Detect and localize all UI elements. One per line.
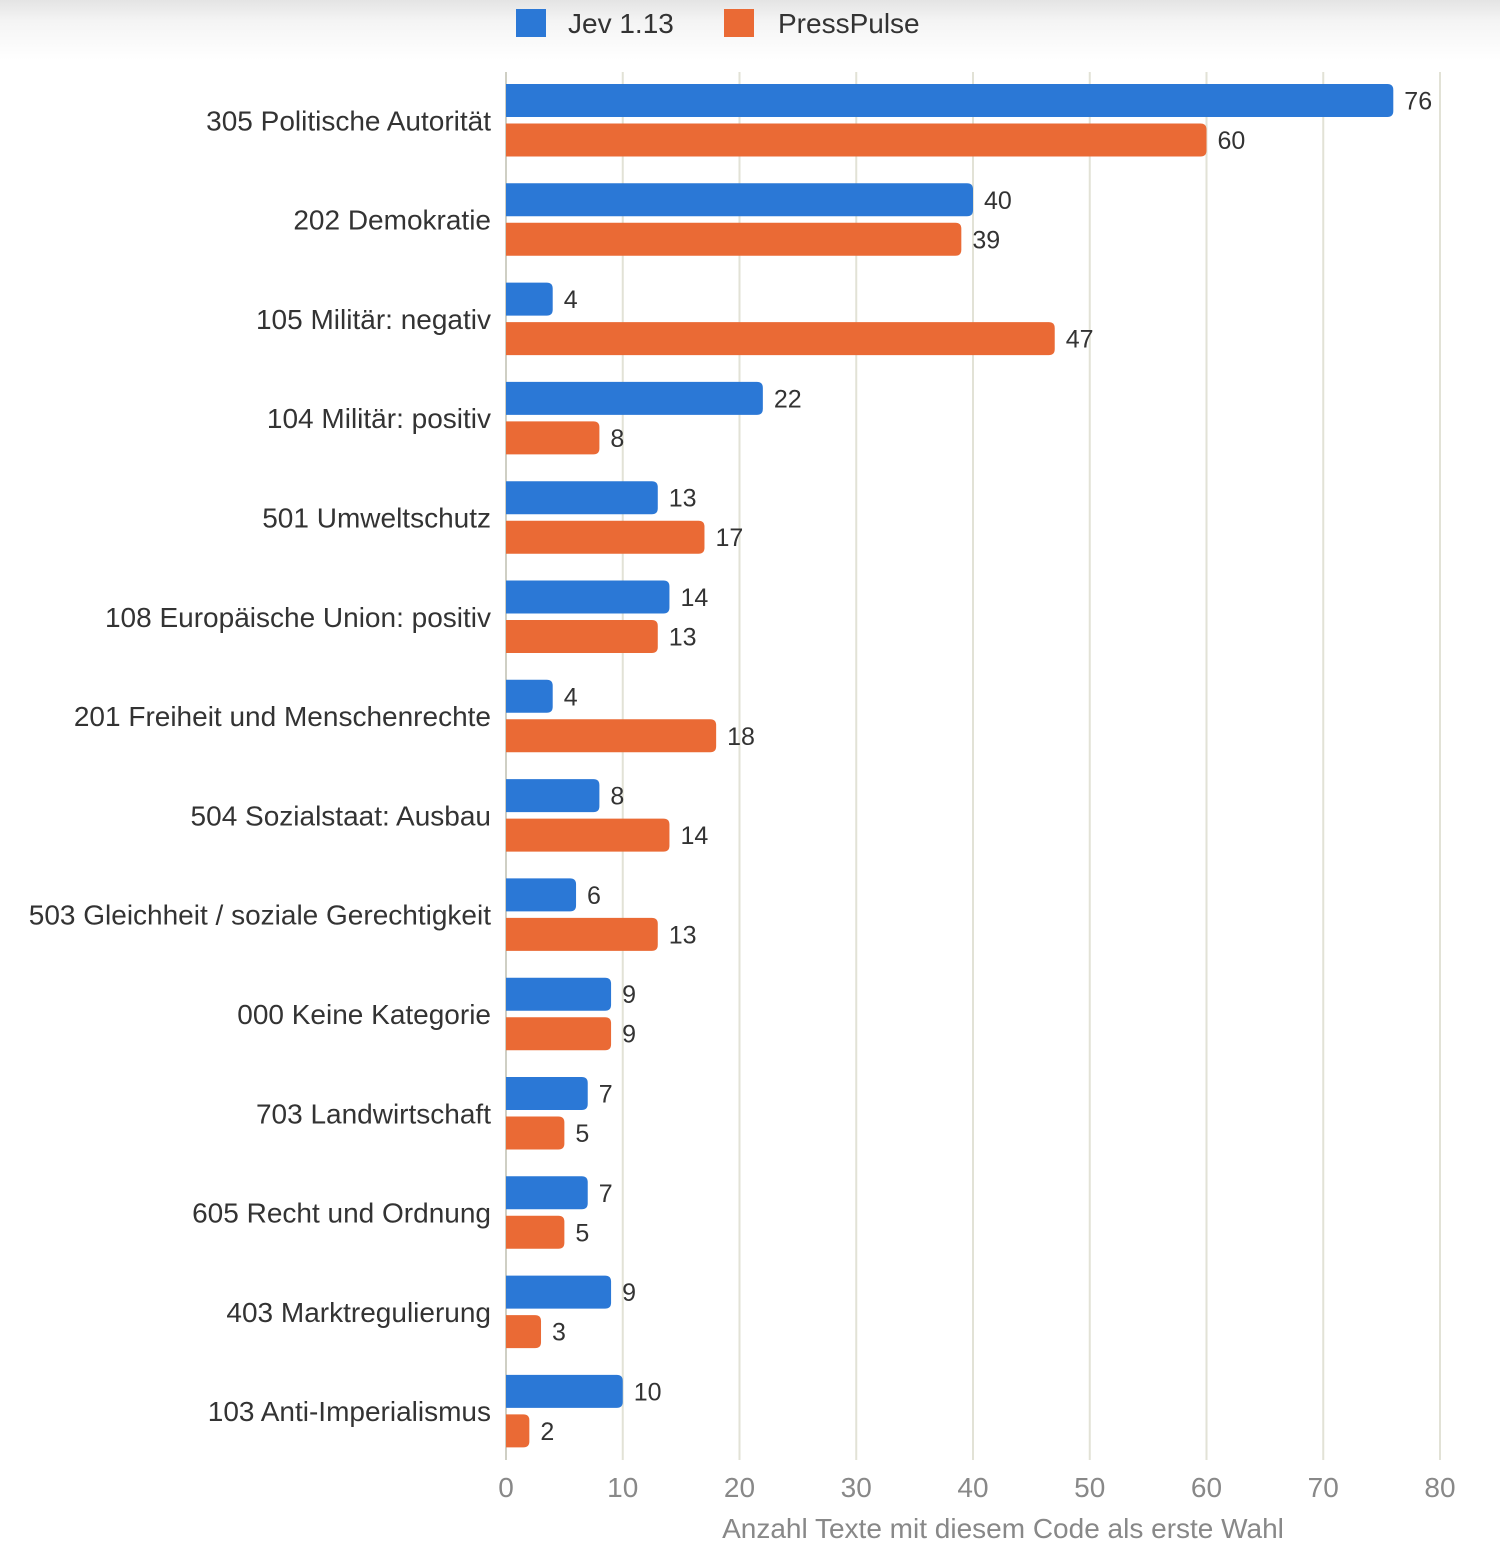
bar-presspulse-5 <box>506 620 658 653</box>
category-label-8: 503 Gleichheit / soziale Gerechtigkeit <box>29 900 491 931</box>
bar-presspulse-4 <box>506 520 705 554</box>
legend-swatch-presspulse <box>724 9 754 37</box>
bars <box>506 84 1394 1448</box>
value-label-presspulse-5: 13 <box>669 624 697 652</box>
value-label-presspulse-13: 2 <box>540 1418 554 1446</box>
bar-jev-8 <box>506 878 577 912</box>
value-label-presspulse-7: 14 <box>680 822 708 850</box>
value-label-jev-9: 9 <box>622 981 636 1009</box>
bar-presspulse-13 <box>506 1414 530 1448</box>
bar-presspulse-1 <box>506 222 962 256</box>
category-label-1: 202 Demokratie <box>293 205 491 236</box>
value-label-presspulse-12: 3 <box>552 1319 566 1347</box>
bar-jev-1 <box>506 183 973 217</box>
legend: Jev 1.13 PressPulse <box>516 8 920 39</box>
bar-jev-11 <box>506 1176 588 1210</box>
value-label-jev-11: 7 <box>599 1180 613 1208</box>
bar-presspulse-3 <box>506 421 600 455</box>
bar-jev-4 <box>506 481 658 515</box>
legend-label-jev: Jev 1.13 <box>568 8 674 39</box>
bar-presspulse-12 <box>506 1315 542 1349</box>
value-label-presspulse-4: 17 <box>715 524 743 552</box>
value-label-jev-2: 4 <box>564 286 578 314</box>
x-tick-label-40: 40 <box>957 1472 988 1503</box>
value-label-jev-7: 8 <box>610 783 624 811</box>
bar-jev-2 <box>506 282 553 316</box>
bar-jev-7 <box>506 779 600 813</box>
value-label-presspulse-3: 8 <box>610 425 624 453</box>
value-label-presspulse-0: 60 <box>1218 127 1246 155</box>
bar-jev-5 <box>506 580 670 614</box>
bar-presspulse-0 <box>506 123 1207 157</box>
value-label-presspulse-9: 9 <box>622 1021 636 1049</box>
category-label-12: 403 Marktregulierung <box>226 1297 491 1328</box>
value-label-jev-12: 9 <box>622 1279 636 1307</box>
value-label-presspulse-8: 13 <box>669 921 697 949</box>
category-label-13: 103 Anti-Imperialismus <box>208 1396 491 1427</box>
value-label-jev-3: 22 <box>774 385 802 413</box>
bar-jev-0 <box>506 84 1394 117</box>
category-label-5: 108 Europäische Union: positiv <box>105 602 491 633</box>
value-label-presspulse-2: 47 <box>1066 326 1094 354</box>
value-label-jev-8: 6 <box>587 882 601 910</box>
x-tick-label-10: 10 <box>607 1472 638 1503</box>
bar-presspulse-2 <box>506 322 1055 356</box>
category-label-2: 105 Militär: negativ <box>256 304 491 335</box>
value-label-presspulse-11: 5 <box>575 1219 589 1247</box>
bar-jev-12 <box>506 1275 612 1309</box>
x-tick-label-60: 60 <box>1191 1472 1222 1503</box>
bar-jev-9 <box>506 977 612 1011</box>
x-tick-label-20: 20 <box>724 1472 755 1503</box>
bar-presspulse-10 <box>506 1116 565 1150</box>
category-label-9: 000 Keine Kategorie <box>237 999 491 1030</box>
value-label-jev-0: 76 <box>1404 88 1432 116</box>
legend-label-presspulse: PressPulse <box>778 8 920 39</box>
labels: 0 10 20 30 40 50 60 70 80 Anzahl Texte mit diesem… <box>29 88 1456 1545</box>
value-label-jev-5: 14 <box>680 584 708 612</box>
category-label-3: 104 Militär: positiv <box>267 403 491 434</box>
bar-presspulse-6 <box>506 719 717 753</box>
category-label-11: 605 Recht und Ordnung <box>192 1198 491 1229</box>
grid-lines <box>505 72 1441 1460</box>
value-label-presspulse-10: 5 <box>575 1120 589 1148</box>
bar-presspulse-11 <box>506 1215 565 1249</box>
x-axis-title: Anzahl Texte mit diesem Code als erste W… <box>722 1513 1284 1544</box>
bar-jev-3 <box>506 381 763 415</box>
value-label-jev-10: 7 <box>599 1081 613 1109</box>
x-tick-label-70: 70 <box>1308 1472 1339 1503</box>
bar-presspulse-8 <box>506 917 658 951</box>
legend-swatch-jev <box>516 9 546 37</box>
category-label-10: 703 Landwirtschaft <box>256 1098 491 1129</box>
bar-jev-6 <box>506 679 553 713</box>
category-label-4: 501 Umweltschutz <box>262 502 491 533</box>
category-label-0: 305 Politische Autorität <box>206 105 491 136</box>
value-label-jev-4: 13 <box>669 485 697 513</box>
value-label-presspulse-1: 39 <box>972 226 1000 254</box>
x-tick-label-50: 50 <box>1074 1472 1105 1503</box>
x-tick-label-80: 80 <box>1424 1472 1455 1503</box>
category-label-6: 201 Freiheit und Menschenrechte <box>74 701 491 732</box>
bar-jev-13 <box>506 1374 623 1408</box>
bar-presspulse-9 <box>506 1017 612 1051</box>
x-tick-label-0: 0 <box>498 1472 514 1503</box>
x-tick-label-30: 30 <box>841 1472 872 1503</box>
category-label-7: 504 Sozialstaat: Ausbau <box>191 800 491 831</box>
value-label-jev-1: 40 <box>984 187 1012 215</box>
bar-jev-10 <box>506 1077 588 1110</box>
value-label-presspulse-6: 18 <box>727 723 755 751</box>
value-label-jev-13: 10 <box>634 1378 662 1406</box>
bar-presspulse-7 <box>506 818 670 852</box>
value-label-jev-6: 4 <box>564 683 578 711</box>
